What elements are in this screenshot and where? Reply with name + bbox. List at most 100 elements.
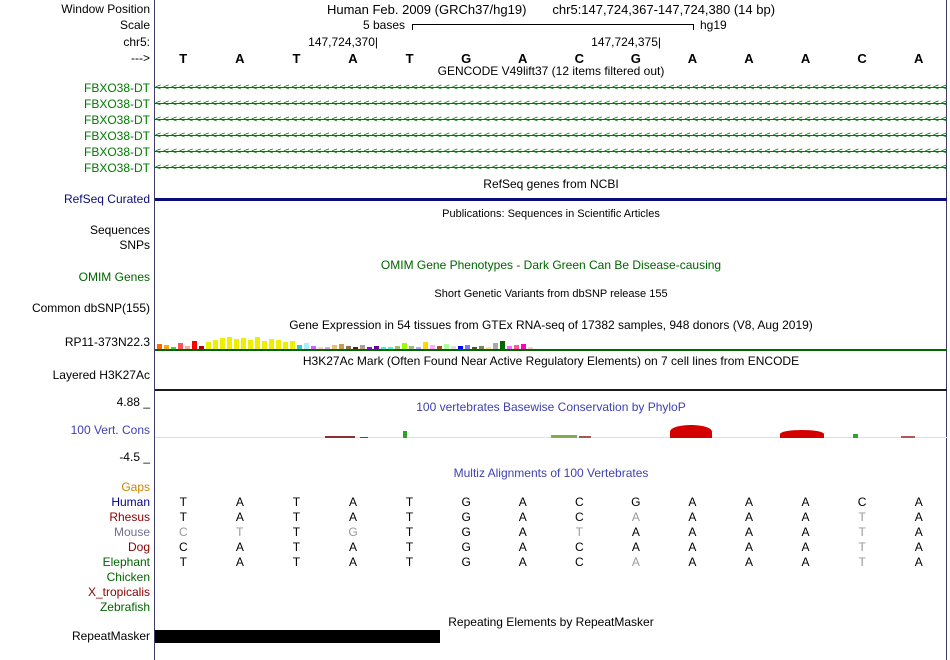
track-image-left-border [154, 0, 155, 660]
gene-label-fbxo38-dt[interactable]: FBXO38-DT [83, 129, 150, 143]
phylop-scale-max: 4.88 _ [116, 395, 150, 409]
alignment-row-chicken[interactable] [155, 570, 947, 584]
base-letter: A [348, 495, 357, 509]
base-letter: A [235, 510, 244, 524]
gene-label-fbxo38-dt[interactable]: FBXO38-DT [83, 113, 150, 127]
track-label-repeatmasker[interactable]: RepeatMasker [71, 629, 150, 643]
position-tick-left: 147,724,370| [308, 35, 378, 49]
gtex-tissue-bar [269, 339, 274, 349]
base-letter: T [405, 51, 414, 66]
gene-transcript-line[interactable]: <<<<<<<<<<<<<<<<<<<<<<<<<<<<<<<<<<<<<<<<… [155, 99, 947, 109]
base-letter: A [687, 51, 698, 66]
gene-transcript-line[interactable]: <<<<<<<<<<<<<<<<<<<<<<<<<<<<<<<<<<<<<<<<… [155, 131, 947, 141]
base-letter: A [914, 51, 924, 66]
base-letter: T [292, 525, 301, 539]
gtex-tissue-bar [514, 345, 519, 349]
track-label-layered-h3k27ac[interactable]: Layered H3K27Ac [52, 368, 150, 382]
base-letter: A [688, 540, 697, 554]
gene-transcript-line[interactable]: <<<<<<<<<<<<<<<<<<<<<<<<<<<<<<<<<<<<<<<<… [155, 163, 947, 173]
gtex-tissue-bar [262, 341, 267, 349]
base-letter: T [858, 525, 866, 539]
gtex-tissue-bar [283, 342, 288, 349]
species-label-x_tropicalis[interactable]: X_tropicalis [87, 585, 150, 599]
base-letter: G [461, 540, 471, 554]
gene-transcript-line[interactable]: <<<<<<<<<<<<<<<<<<<<<<<<<<<<<<<<<<<<<<<<… [155, 83, 947, 93]
phylop-mark [551, 435, 577, 438]
multiz-gaps-label[interactable]: Gaps [121, 480, 150, 494]
base-letter: G [461, 555, 471, 569]
window-position-header: Human Feb. 2009 (GRCh37/hg19) chr5:147,7… [155, 2, 947, 17]
gene-label-fbxo38-dt[interactable]: FBXO38-DT [83, 145, 150, 159]
phylop-scale-min: -4.5 _ [119, 450, 150, 464]
phylop-mark [853, 434, 858, 438]
track-label-omim-genes[interactable]: OMIM Genes [78, 270, 150, 284]
window-coordinates: chr5:147,724,367-147,724,380 (14 bp) [552, 2, 776, 17]
base-letter: G [631, 495, 641, 509]
alignment-row-zebrafish[interactable] [155, 600, 947, 614]
base-letter: T [858, 540, 866, 554]
track-label-common-dbsnp[interactable]: Common dbSNP(155) [31, 301, 150, 315]
track-label-sequences[interactable]: Sequences [89, 223, 150, 237]
base-letter: A [801, 540, 810, 554]
base-letter: A [631, 555, 640, 569]
base-letter: A [348, 51, 358, 66]
gtex-tissue-bar [178, 343, 183, 349]
gtex-tissue-bar [409, 346, 414, 349]
gtex-tissue-bar [311, 346, 316, 349]
gtex-tissue-bar [206, 342, 211, 349]
base-letter: A [235, 540, 244, 554]
base-letter: G [461, 495, 471, 509]
base-letter: A [801, 495, 810, 509]
gene-transcript-line[interactable]: <<<<<<<<<<<<<<<<<<<<<<<<<<<<<<<<<<<<<<<<… [155, 115, 947, 125]
base-letter: G [348, 525, 358, 539]
gtex-tissue-bar [486, 347, 491, 349]
base-letter: A [744, 51, 754, 66]
base-letter: T [858, 510, 866, 524]
track-label-refseq-curated[interactable]: RefSeq Curated [63, 192, 150, 206]
gtex-tissue-bar [192, 341, 197, 349]
base-letter: C [178, 525, 188, 539]
species-label-mouse[interactable]: Mouse [113, 525, 150, 539]
gene-label-fbxo38-dt[interactable]: FBXO38-DT [83, 81, 150, 95]
base-letter: A [801, 510, 810, 524]
base-letter: A [800, 51, 811, 66]
gene-transcript-line[interactable]: <<<<<<<<<<<<<<<<<<<<<<<<<<<<<<<<<<<<<<<<… [155, 147, 947, 157]
gtex-expression-chart[interactable] [155, 337, 947, 349]
species-label-zebrafish[interactable]: Zebrafish [99, 600, 150, 614]
repeatmasker-bar[interactable] [155, 630, 440, 643]
base-letter: G [630, 51, 641, 66]
track-label-gtex-gene[interactable]: RP11-373N22.3 [64, 335, 150, 349]
phylop-mark [780, 430, 824, 438]
refseq-transcript-line[interactable] [155, 198, 947, 201]
gene-label-fbxo38-dt[interactable]: FBXO38-DT [83, 161, 150, 175]
base-letter: C [574, 510, 584, 524]
species-label-elephant[interactable]: Elephant [102, 555, 150, 569]
base-letter: C [857, 495, 867, 509]
scale-label: Scale [119, 18, 150, 32]
gtex-tissue-bar [479, 346, 484, 349]
species-label-human[interactable]: Human [111, 495, 150, 509]
h3k27ac-baseline[interactable] [155, 389, 947, 391]
track-label-snps[interactable]: SNPs [119, 238, 150, 252]
gtex-tissue-bar [374, 346, 379, 349]
chrom-label: chr5: [123, 35, 150, 49]
phylop-wiggle[interactable] [155, 425, 947, 451]
gtex-tissue-bar [416, 347, 421, 349]
base-letter: T [236, 525, 244, 539]
track-label-100-vert-cons[interactable]: 100 Vert. Cons [70, 423, 150, 437]
species-label-chicken[interactable]: Chicken [106, 570, 150, 584]
species-label-dog[interactable]: Dog [127, 540, 150, 554]
species-label-rhesus[interactable]: Rhesus [109, 510, 150, 524]
alignment-row-x_tropicalis[interactable] [155, 585, 947, 599]
gene-label-fbxo38-dt[interactable]: FBXO38-DT [83, 97, 150, 111]
base-letter: T [858, 555, 866, 569]
omim-title: OMIM Gene Phenotypes - Dark Green Can Be… [380, 258, 722, 272]
gtex-tissue-bar [318, 347, 323, 349]
